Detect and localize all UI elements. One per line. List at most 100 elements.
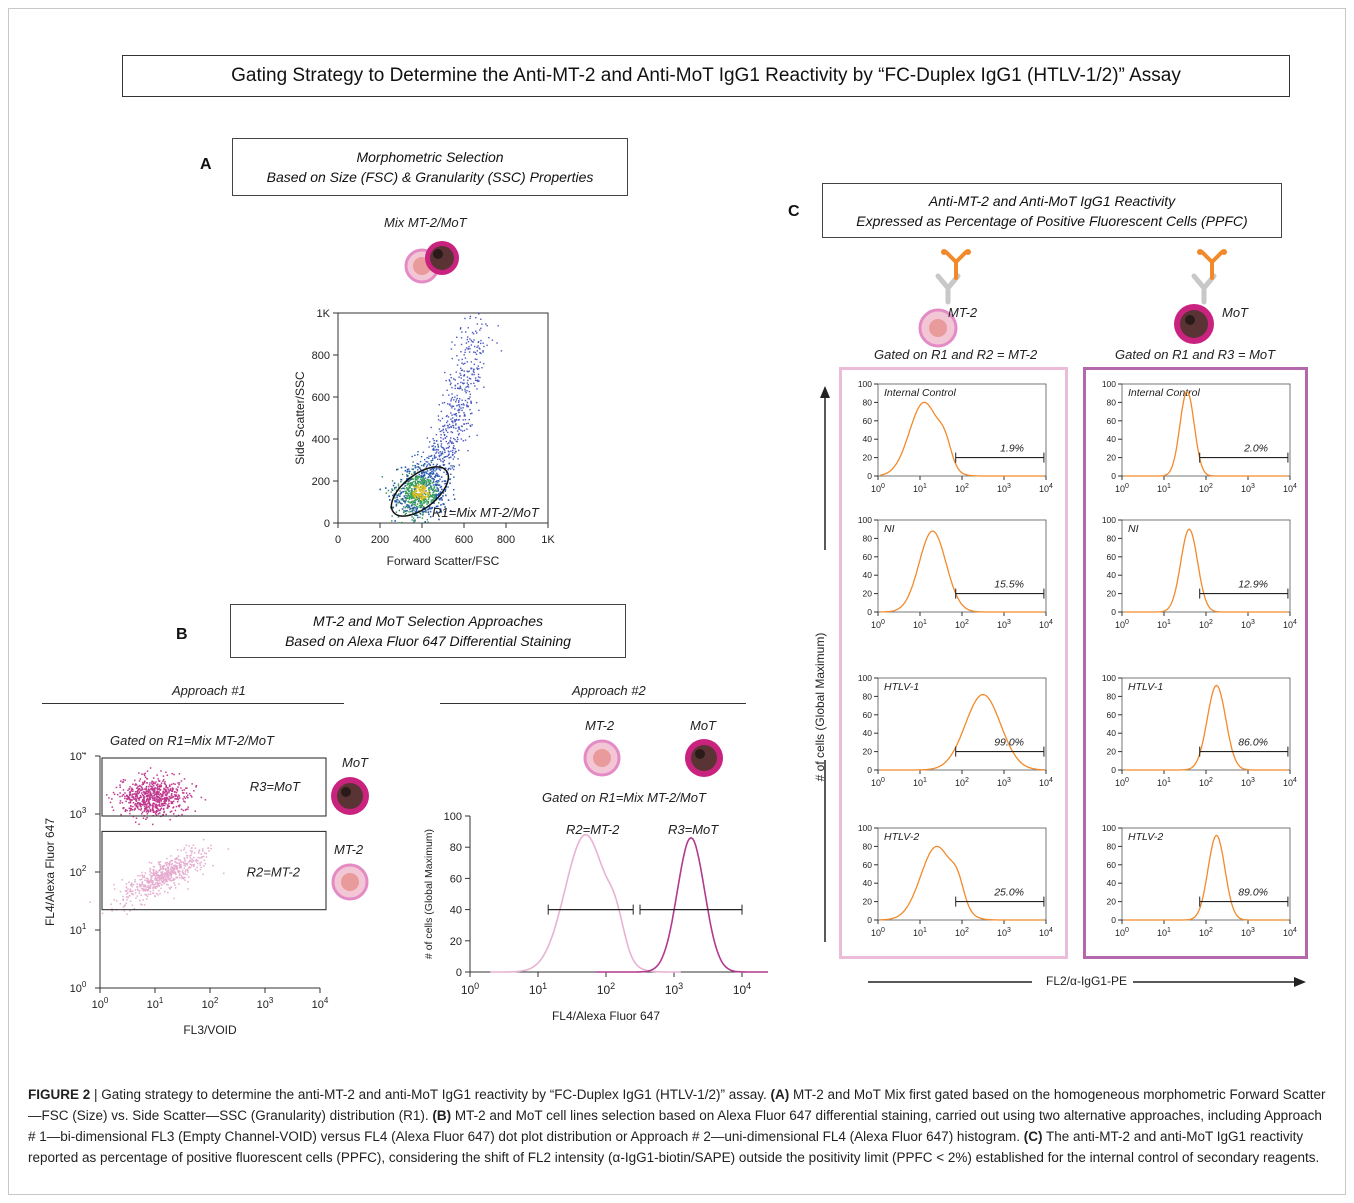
hist-curve xyxy=(1124,390,1288,477)
y-tick-label-c: 0 xyxy=(867,607,872,617)
gated-mot-label: Gated on R1 and R3 = MoT xyxy=(1115,347,1276,362)
x-tick-label-c: 104 xyxy=(1283,927,1297,938)
hist-curve xyxy=(1124,834,1288,921)
hist-curve xyxy=(880,845,1044,921)
x-tick-label-c: 101 xyxy=(913,619,927,630)
c-xaxis-label: FL2/α-IgG1-PE xyxy=(1040,974,1133,988)
x-tick-label-a: 0 xyxy=(335,534,341,546)
y-tick-label-c: 100 xyxy=(858,823,872,833)
hist-pct: 86.0% xyxy=(1238,737,1268,749)
y-tick-label-c: 100 xyxy=(858,515,872,525)
y-tick-label-c: 20 xyxy=(863,747,873,757)
c-yaxis-wrap: # of cells (Global Maximum) xyxy=(810,560,830,860)
x-tick-label-c: 103 xyxy=(997,777,1011,788)
x-tick-label-c: 100 xyxy=(1115,619,1129,630)
mix-label: Mix MT-2/MoT xyxy=(384,215,467,230)
hist-pct: 2.0% xyxy=(1243,443,1268,455)
approach2-rule xyxy=(440,703,746,704)
y-tick-label-c: 20 xyxy=(863,589,873,599)
figure-title: Gating Strategy to Determine the Anti-MT… xyxy=(122,55,1290,97)
y-tick-label-c: 100 xyxy=(1102,673,1116,683)
x-b1-tick-label: 102 xyxy=(202,996,219,1011)
hist-curve xyxy=(1124,528,1288,613)
x-tick-label-c: 104 xyxy=(1039,619,1053,630)
panel-c-box-line1: Anti-MT-2 and Anti-MoT IgG1 Reactivity xyxy=(928,192,1176,209)
x-tick-label-c: 102 xyxy=(1199,777,1213,788)
histogram-mot-3: 0 20 40 60 80 100 100 101 102 103 104 HTLV-2 89.0% xyxy=(1102,823,1297,938)
y-tick-label-c: 60 xyxy=(1107,552,1117,562)
antibody-mt2-icon xyxy=(918,249,971,348)
mt2-label-c: MT-2 xyxy=(948,305,978,320)
y-b1-tick-label: 101 xyxy=(70,922,87,937)
x-axis-label-b2: FL4/Alexa Fluor 647 xyxy=(552,1009,660,1023)
y-axis-label-b1: FL4/Alexa Fluor 647 xyxy=(43,818,57,926)
x-tick-label-c: 103 xyxy=(997,483,1011,494)
x-tick-label-c: 101 xyxy=(1157,619,1171,630)
y-tick-label-c: 80 xyxy=(863,841,873,851)
hist-frame xyxy=(877,677,1047,771)
histogram-mot-1: 0 20 40 60 80 100 100 101 102 103 104 NI 12.9% xyxy=(1102,515,1297,630)
hist-r2-curve xyxy=(490,833,681,973)
y-tick-label-c: 100 xyxy=(858,673,872,683)
hist-r3-label: R3=MoT xyxy=(668,822,719,837)
y-tick-label-a: 200 xyxy=(312,476,330,488)
x-tick-label-c: 101 xyxy=(913,927,927,938)
x-tick-label-c: 103 xyxy=(997,927,1011,938)
panel-a-box-line1: Morphometric Selection xyxy=(356,149,504,165)
r2-label: R2=MT-2 xyxy=(247,865,301,880)
caption-c: (C) xyxy=(1023,1129,1043,1144)
y-tick-label-b2: 60 xyxy=(450,873,462,885)
hist-pct: 25.0% xyxy=(993,887,1024,899)
x-tick-label-c: 104 xyxy=(1039,483,1053,494)
hist-pct: 15.5% xyxy=(994,579,1024,591)
y-tick-label-a: 600 xyxy=(312,392,330,404)
gate-r1-label: R1=Mix MT-2/MoT xyxy=(432,505,539,520)
hist-r2-label: R2=MT-2 xyxy=(566,822,620,837)
y-axis-label-b2: # of cells (Global Maximum) xyxy=(423,829,435,959)
x-tick-label-c: 102 xyxy=(955,619,969,630)
y-tick-label-a: 800 xyxy=(312,350,330,362)
gated2-label: Gated on R1=Mix MT-2/MoT xyxy=(542,790,706,805)
y-tick-label-c: 0 xyxy=(867,471,872,481)
caption-c-text: The anti-MT-2 and anti-MoT IgG1 reactivi… xyxy=(28,1129,1320,1165)
chart-c-svg: 0 20 40 60 80 100 100 101 102 103 104 Internal Cont… xyxy=(820,380,1306,987)
hist-pct: 89.0% xyxy=(1238,887,1268,899)
x-tick-label-a: 600 xyxy=(455,534,473,546)
hist-frame xyxy=(1121,383,1291,477)
histogram-mt2-2: 0 20 40 60 80 100 100 101 102 103 104 HTLV-1 99.0% xyxy=(858,673,1053,788)
panel-b-box-line1: MT-2 and MoT Selection Approaches xyxy=(312,613,544,629)
gate-r2-box xyxy=(101,830,327,911)
y-tick-label-c: 80 xyxy=(1107,533,1117,543)
figure-caption: FIGURE 2 | Gating strategy to determine … xyxy=(28,1084,1328,1168)
y-tick-label-b2: 80 xyxy=(450,842,462,854)
x-tick-label-c: 102 xyxy=(1199,927,1213,938)
y-tick-label-c: 80 xyxy=(1107,691,1117,701)
y-tick-label-c: 60 xyxy=(863,416,873,426)
x-tick-label-c: 100 xyxy=(1115,483,1129,494)
hist-frame xyxy=(1121,827,1291,921)
x-b1-tick-label: 103 xyxy=(257,996,274,1011)
histogram-mt2-3: 0 20 40 60 80 100 100 101 102 103 104 HTLV-2 25.0% xyxy=(858,823,1053,938)
y-tick-label-c: 100 xyxy=(858,380,872,389)
histogram-mt2-1: 0 20 40 60 80 100 100 101 102 103 104 NI 15.5% xyxy=(858,515,1053,630)
x-tick-label-c: 101 xyxy=(1157,777,1171,788)
x-tick-label-c: 100 xyxy=(1115,927,1129,938)
mt2-frame xyxy=(839,367,1068,959)
y-tick-label-a: 400 xyxy=(312,434,330,446)
histogram-mot-0: 0 20 40 60 80 100 100 101 102 103 104 Internal Cont… xyxy=(1102,380,1297,494)
x-tick-label-c: 103 xyxy=(1241,927,1255,938)
r3-label: R3=MoT xyxy=(250,779,301,794)
x-tick-label-c: 102 xyxy=(955,483,969,494)
y-tick-label-c: 40 xyxy=(863,434,873,444)
y-tick-label-c: 40 xyxy=(1107,434,1117,444)
scatter-points-b1 xyxy=(89,767,230,915)
histogram-mt2-0: 0 20 40 60 80 100 100 101 102 103 104 Internal Cont… xyxy=(858,380,1053,494)
mot-label-b1: MoT xyxy=(342,755,368,770)
y-tick-label-c: 0 xyxy=(1111,915,1116,925)
x-axis-label-b1: FL3/VOID xyxy=(183,1023,237,1037)
x-tick-label-c: 104 xyxy=(1283,777,1297,788)
y-b1-tick-label: 100 xyxy=(70,980,87,995)
hist-frame xyxy=(877,827,1047,921)
y-tick-label-a: 0 xyxy=(324,518,330,530)
hist-frame xyxy=(877,519,1047,613)
